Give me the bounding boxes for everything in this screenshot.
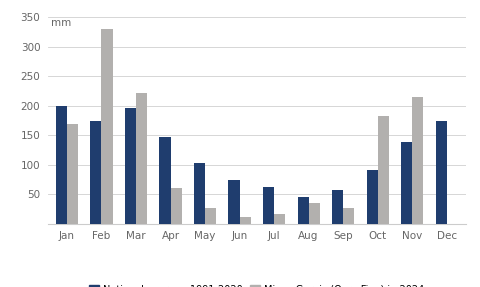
Bar xyxy=(274,214,285,224)
Bar xyxy=(194,163,205,224)
Bar xyxy=(90,121,101,224)
Bar xyxy=(125,108,136,224)
Bar xyxy=(228,180,240,224)
Bar xyxy=(240,217,251,224)
Bar xyxy=(101,29,112,224)
Bar xyxy=(170,189,181,224)
Legend: National average 1991-2020, Minas Gerais (Ouro Fino) in 2024: National average 1991-2020, Minas Gerais… xyxy=(85,281,428,287)
Bar xyxy=(67,123,78,224)
Bar xyxy=(309,203,320,224)
Bar xyxy=(136,93,147,224)
Bar xyxy=(378,116,389,224)
Bar xyxy=(159,137,170,224)
Bar xyxy=(401,142,412,224)
Bar xyxy=(298,197,309,224)
Bar xyxy=(343,208,354,224)
Bar xyxy=(205,208,216,224)
Bar xyxy=(367,170,378,224)
Text: mm: mm xyxy=(51,18,72,28)
Bar xyxy=(263,187,274,224)
Bar xyxy=(56,106,67,224)
Bar xyxy=(412,97,423,224)
Bar xyxy=(332,190,343,224)
Bar xyxy=(435,121,446,224)
